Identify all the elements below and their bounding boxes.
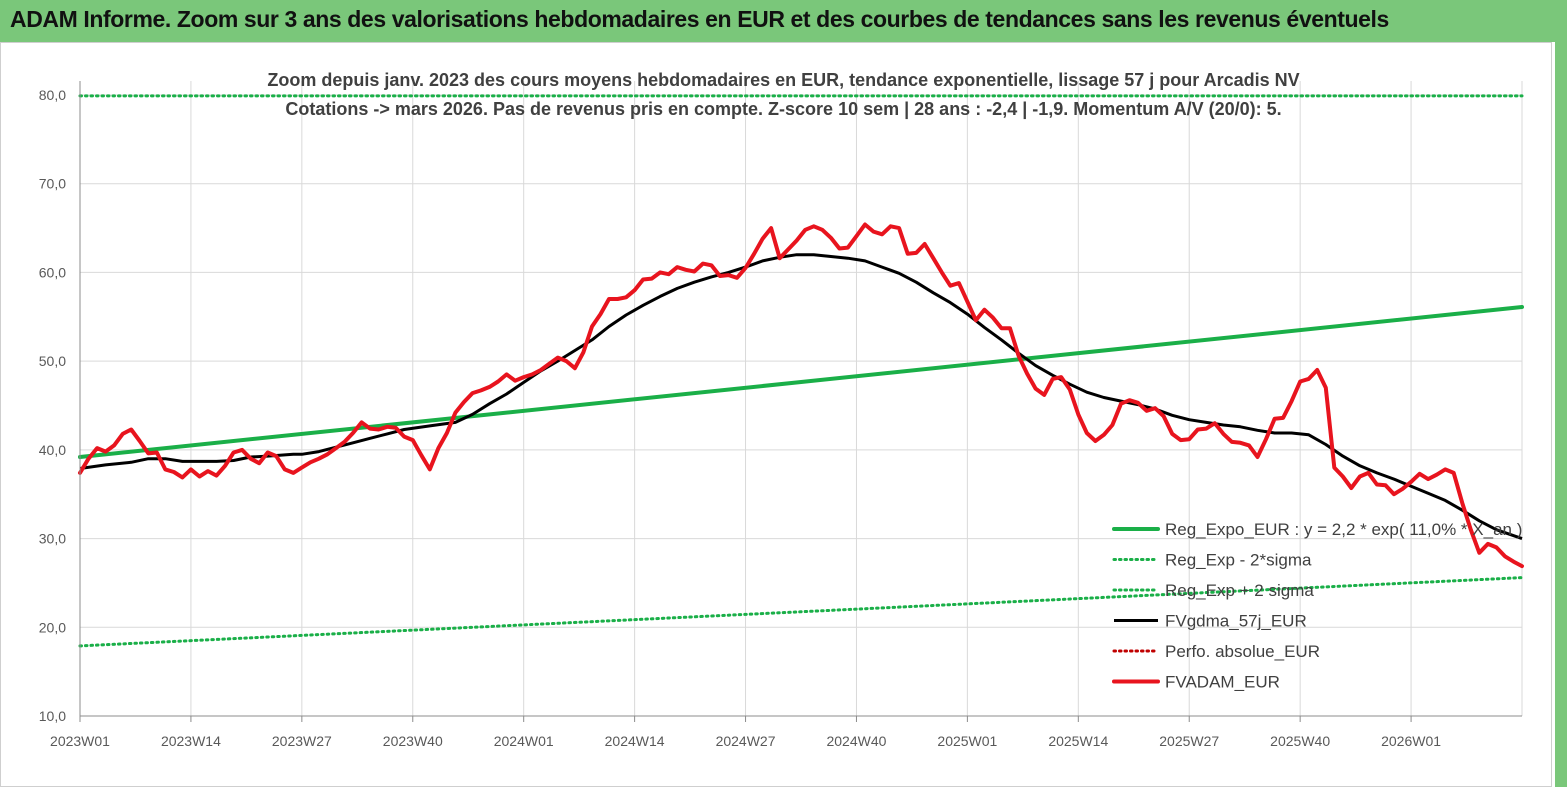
y-tick-label: 20,0 — [39, 619, 66, 635]
legend-label: FVADAM_EUR — [1165, 673, 1280, 692]
x-tick-label: 2025W01 — [937, 733, 997, 749]
x-tick-label: 2023W40 — [383, 733, 443, 749]
y-tick-label: 80,0 — [39, 87, 66, 103]
series-line-fvadam-eur — [78, 222, 1524, 569]
axes: 10,0 20,0 30,0 40,0 50,0 60,0 70,0 80,0 2023W01 2… — [39, 81, 1522, 749]
y-tick-label: 70,0 — [39, 176, 66, 192]
legend-label: Perfo. absolue_EUR — [1165, 642, 1320, 661]
x-tick-label: 2024W14 — [605, 733, 665, 749]
series-line-reg-exp-2-sigma — [78, 576, 1524, 648]
series-line-reg-expo-eur-y-2-2-exp-11-0-x-an — [78, 305, 1524, 459]
report-title: ADAM Informe. Zoom sur 3 ans des valoris… — [10, 6, 1389, 32]
y-tick-label: 50,0 — [39, 353, 66, 369]
y-tick-label: 10,0 — [39, 708, 66, 724]
chart-title: Zoom depuis janv. 2023 des cours moyens … — [0, 66, 1567, 124]
chart-title-line-2: Cotations -> mars 2026. Pas de revenus p… — [285, 99, 1282, 119]
gridlines — [80, 81, 1523, 716]
legend: Reg_Expo_EUR : y = 2,2 * exp( 11,0% * X_… — [1112, 520, 1522, 692]
series-lines — [78, 94, 1524, 648]
x-tick-label: 2024W27 — [716, 733, 776, 749]
y-tick-label: 40,0 — [39, 442, 66, 458]
legend-label: Reg_Expo_EUR : y = 2,2 * exp( 11,0% * X_… — [1165, 520, 1522, 539]
x-tick-label: 2025W14 — [1048, 733, 1108, 749]
y-tick-label: 30,0 — [39, 531, 66, 547]
x-tick-label: 2023W01 — [50, 733, 110, 749]
title-banner: ADAM Informe. Zoom sur 3 ans des valoris… — [0, 0, 1567, 42]
legend-label: Reg_Exp + 2 sigma — [1165, 581, 1314, 600]
x-tick-label: 2025W40 — [1270, 733, 1330, 749]
legend-label: Reg_Exp - 2*sigma — [1165, 551, 1312, 570]
chart-title-line-1: Zoom depuis janv. 2023 des cours moyens … — [267, 70, 1300, 90]
series-line-fvgdma-57j-eur — [79, 253, 1523, 541]
x-tick-label: 2024W01 — [494, 733, 554, 749]
x-tick-label: 2025W27 — [1159, 733, 1219, 749]
x-tick-label: 2023W27 — [272, 733, 332, 749]
right-edge-bar — [1555, 42, 1567, 787]
x-tick-label: 2024W40 — [826, 733, 886, 749]
x-tick-label: 2023W14 — [161, 733, 221, 749]
x-tick-label: 2026W01 — [1381, 733, 1441, 749]
chart-frame — [0, 42, 1552, 787]
legend-label: FVgdma_57j_EUR — [1165, 612, 1307, 631]
y-tick-label: 60,0 — [39, 264, 66, 280]
